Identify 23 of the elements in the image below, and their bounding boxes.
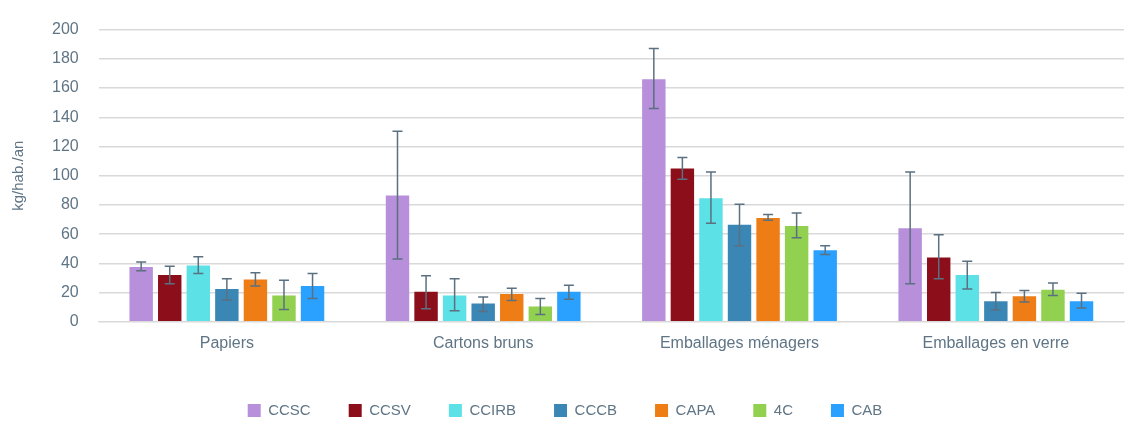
legend-label: CCSV <box>369 400 411 418</box>
x-tick-label: Emballages en verre <box>922 333 1070 351</box>
y-tick-label: 40 <box>60 253 79 271</box>
y-tick-label: 120 <box>51 136 79 154</box>
y-tick-label: 0 <box>69 312 79 330</box>
legend-label: CCSC <box>268 400 311 418</box>
legend-label: CCIRB <box>469 400 517 418</box>
legend-label: CCCB <box>574 400 618 418</box>
y-tick-label: 80 <box>60 195 79 213</box>
y-axis-title: kg/hab./an <box>9 140 27 211</box>
y-tick-label: 100 <box>51 166 79 184</box>
y-tick-label: 60 <box>60 224 79 242</box>
x-tick-label: Emballages ménagers <box>659 333 820 351</box>
y-tick-label: 200 <box>51 20 79 38</box>
y-tick-label: 180 <box>51 49 79 67</box>
x-tick-label: Cartons bruns <box>432 333 534 351</box>
x-tick-label: Papiers <box>199 333 254 351</box>
legend-label: CAB <box>851 400 883 418</box>
y-tick-label: 140 <box>51 107 79 125</box>
y-tick-label: 160 <box>51 78 79 96</box>
y-tick-label: 20 <box>60 282 79 300</box>
legend-label: 4C <box>773 400 794 418</box>
legend-label: CAPA <box>675 400 716 418</box>
